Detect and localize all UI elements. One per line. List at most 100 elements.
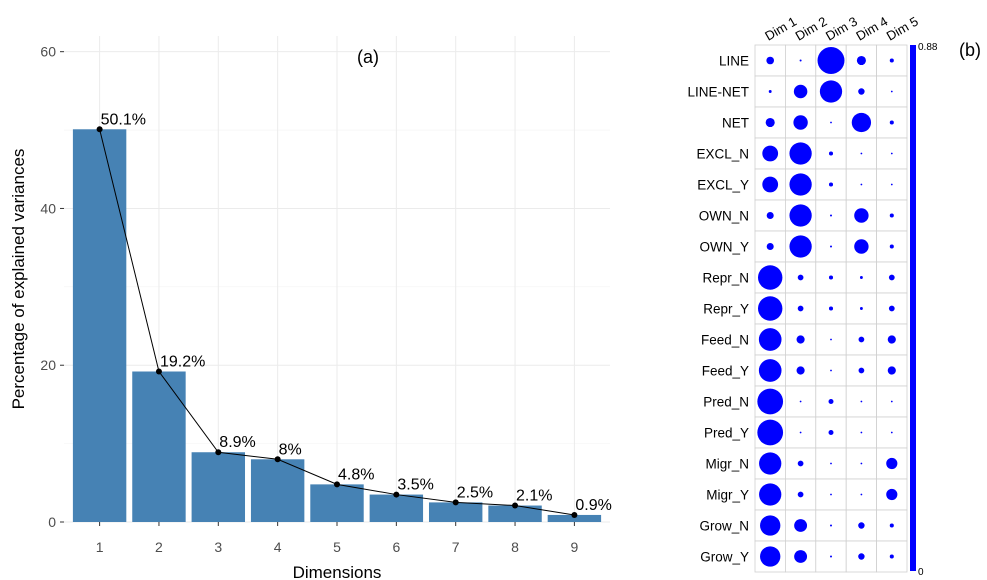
circle-LINE-Dim 3 [817, 47, 845, 74]
row-label: Grow_Y [700, 550, 749, 565]
circle-Repr_N-Dim 2 [797, 274, 804, 281]
circle-Pred_Y-Dim 2 [799, 431, 802, 434]
bar-9 [547, 514, 602, 522]
cell [876, 199, 908, 232]
circle-EXCL_N-Dim 4 [860, 152, 863, 155]
circle-NET-Dim 2 [793, 115, 808, 130]
circle-OWN_Y-Dim 2 [789, 235, 812, 258]
point-5 [334, 481, 340, 488]
bar-5 [310, 484, 364, 522]
data-label-4: 8% [279, 441, 302, 458]
circle-EXCL_Y-Dim 2 [789, 173, 812, 196]
y-tick-label: 60 [40, 44, 56, 60]
row-label: Repr_Y [703, 302, 749, 317]
data-labels: 50.1% 19.2% 8.9% 8% 4.8% 3.5% 2.5% 2.1% 0.9% [101, 111, 612, 514]
circle-EXCL_N-Dim 5 [890, 152, 893, 155]
circle-Pred_N-Dim 3 [828, 399, 834, 404]
circle-LINE-NET-Dim 3 [819, 80, 843, 103]
circle-EXCL_Y-Dim 4 [860, 183, 863, 186]
data-label-1: 50.1% [101, 111, 146, 128]
circle-Repr_Y-Dim 3 [828, 306, 834, 311]
bar-7 [428, 502, 483, 522]
row-label: Grow_N [699, 519, 749, 534]
circle-LINE-NET-Dim 2 [793, 84, 808, 99]
circle-Grow_N-Dim 2 [794, 519, 808, 532]
circle-Grow_Y-Dim 1 [760, 546, 781, 567]
x-axis-ticks: 1 2 3 4 5 6 7 8 9 [96, 522, 578, 555]
row-label: LINE [719, 54, 749, 69]
y-tick-label: 40 [40, 200, 56, 216]
circle-Feed_N-Dim 5 [887, 335, 896, 344]
row-label: NET [722, 116, 749, 131]
data-label-5: 4.8% [338, 466, 374, 483]
circle-OWN_Y-Dim 5 [889, 244, 894, 249]
point-6 [393, 491, 400, 498]
circle-Migr_N-Dim 3 [830, 462, 832, 465]
circle-LINE-Dim 1 [766, 56, 775, 65]
color-bar-min-label: 0 [918, 567, 924, 578]
circle-OWN_N-Dim 1 [766, 211, 774, 220]
circle-OWN_N-Dim 5 [889, 213, 894, 218]
circle-Pred_Y-Dim 1 [757, 419, 784, 446]
point-1 [96, 126, 103, 133]
circle-Feed_N-Dim 4 [858, 336, 865, 343]
bar-3 [191, 452, 246, 522]
data-label-2: 19.2% [160, 353, 205, 370]
circle-Pred_N-Dim 5 [890, 400, 893, 403]
row-label: LINE-NET [687, 85, 749, 100]
panel-label-a: (a) [357, 47, 379, 67]
x-tick-label: 1 [96, 539, 104, 555]
x-axis-title: Dimensions [293, 563, 382, 580]
circle-EXCL_N-Dim 1 [762, 145, 779, 162]
bar-6 [369, 494, 424, 522]
circle-Migr_N-Dim 1 [759, 452, 782, 475]
data-label-3: 8.9% [219, 434, 255, 451]
circle-LINE-NET-Dim 1 [768, 90, 772, 93]
circle-Migr_Y-Dim 4 [860, 493, 863, 496]
circle-Grow_N-Dim 4 [858, 522, 865, 529]
circle-Pred_Y-Dim 3 [828, 430, 834, 435]
y-axis-title: Percentage of explained variances [9, 149, 28, 410]
circle-Grow_N-Dim 3 [829, 524, 833, 527]
point-3 [215, 449, 222, 456]
circle-Grow_Y-Dim 3 [829, 555, 833, 558]
bar-8 [488, 505, 542, 522]
circle-OWN_Y-Dim 4 [854, 239, 869, 254]
y-tick-label: 0 [48, 514, 56, 530]
circle-Feed_Y-Dim 4 [858, 367, 865, 374]
data-label-7: 2.5% [457, 484, 493, 501]
column-label: Dim 4 [853, 14, 890, 44]
circle-EXCL_N-Dim 2 [789, 142, 812, 165]
circle-LINE-NET-Dim 4 [858, 88, 865, 95]
circle-LINE-Dim 4 [856, 55, 866, 66]
x-tick-label: 6 [392, 539, 400, 555]
column-label: Dim 2 [793, 14, 830, 44]
y-axis-ticks: 0 20 40 60 [40, 44, 64, 530]
row-labels: LINE LINE-NET NET EXCL_N EXCL_Y OWN_N OWN_Y Rep… [687, 54, 749, 565]
row-label: Migr_Y [706, 488, 749, 503]
circle-Feed_Y-Dim 2 [796, 366, 805, 375]
circle-Pred_N-Dim 4 [860, 400, 863, 403]
color-bar [910, 45, 916, 571]
panel-label-b: (b) [959, 40, 981, 60]
circle-OWN_Y-Dim 1 [766, 242, 774, 251]
circle-Pred_N-Dim 1 [757, 388, 784, 415]
circle-Feed_N-Dim 1 [758, 328, 782, 351]
circle-Repr_N-Dim 3 [828, 275, 834, 280]
row-label: Feed_Y [702, 364, 749, 379]
circle-EXCL_N-Dim 3 [828, 151, 834, 156]
bar-4 [250, 459, 305, 522]
point-7 [452, 499, 459, 506]
x-tick-label: 9 [570, 539, 578, 555]
circle-Grow_Y-Dim 5 [889, 554, 894, 559]
circle-Feed_N-Dim 2 [796, 335, 805, 344]
circle-Pred_Y-Dim 4 [860, 431, 863, 434]
circle-Pred_Y-Dim 5 [890, 431, 893, 434]
circle-Repr_N-Dim 5 [888, 274, 895, 281]
circle-OWN_N-Dim 4 [854, 208, 869, 223]
x-tick-label: 3 [214, 539, 222, 555]
bar-1 [72, 129, 127, 522]
row-label: EXCL_Y [697, 178, 749, 193]
circle-Repr_Y-Dim 2 [797, 305, 804, 312]
